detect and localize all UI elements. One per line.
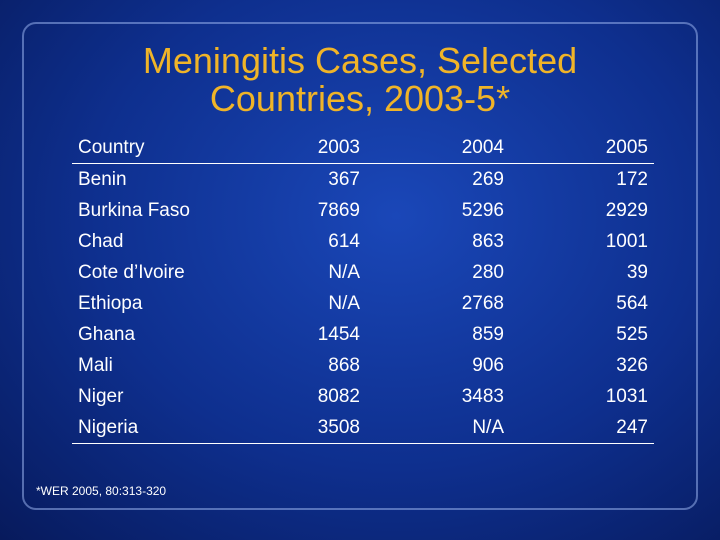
value-cell: 39	[626, 261, 648, 283]
country-cell: Ethiopa	[78, 292, 143, 314]
value-cell: 868	[328, 354, 360, 376]
value-cell: 564	[616, 292, 648, 314]
table-header-row: Country 2003 2004 2005	[72, 133, 654, 164]
slide-title: Meningitis Cases, Selected Countries, 20…	[0, 42, 720, 118]
table-row: Mali 868 906 326	[72, 350, 654, 381]
header-2004: 2004	[360, 133, 504, 164]
value-cell: 1001	[605, 230, 648, 252]
value-cell: 367	[328, 168, 360, 190]
table-row: Ghana 1454 859 525	[72, 319, 654, 350]
country-cell: Benin	[78, 168, 127, 190]
value-cell: 172	[616, 168, 648, 190]
country-cell: Niger	[78, 385, 124, 407]
value-cell: 8082	[317, 385, 360, 407]
header-country: Country	[72, 133, 246, 164]
value-cell: 280	[472, 261, 504, 283]
country-cell: Mali	[78, 354, 113, 376]
value-cell: 906	[472, 354, 504, 376]
header-2003: 2003	[246, 133, 360, 164]
value-cell: 7869	[317, 199, 360, 221]
value-cell: 269	[472, 168, 504, 190]
footnote-citation: *WER 2005, 80:313-320	[36, 484, 167, 498]
title-line-2: Countries, 2003-5*	[209, 78, 511, 119]
cases-table: Country 2003 2004 2005 Benin 367 269 172…	[72, 133, 654, 444]
country-cell: Chad	[78, 230, 124, 252]
table-row: Nigeria 3508 N/A 247	[72, 412, 654, 444]
value-cell: 863	[472, 230, 504, 252]
value-cell: 1454	[317, 323, 360, 345]
value-cell: 5296	[461, 199, 504, 221]
value-cell: 326	[616, 354, 648, 376]
value-cell: 525	[616, 323, 648, 345]
table-row: Ethiopa N/A 2768 564	[72, 288, 654, 319]
value-cell: 859	[472, 323, 504, 345]
value-cell: 3483	[461, 385, 504, 407]
header-2005: 2005	[504, 133, 654, 164]
value-cell: 247	[616, 416, 648, 438]
value-cell: N/A	[328, 261, 360, 283]
country-cell: Nigeria	[78, 416, 139, 438]
country-cell: Ghana	[78, 323, 136, 345]
value-cell: 614	[328, 230, 360, 252]
value-cell: 2768	[461, 292, 504, 314]
table-row: Cote d’Ivoire N/A 280 39	[72, 257, 654, 288]
value-cell: N/A	[472, 416, 504, 438]
country-cell: Burkina Faso	[78, 199, 190, 221]
table-row: Niger 8082 3483 1031	[72, 381, 654, 412]
value-cell: 2929	[605, 199, 648, 221]
table-row: Burkina Faso 7869 5296 2929	[72, 195, 654, 226]
country-cell: Cote d’Ivoire	[78, 261, 185, 283]
value-cell: N/A	[328, 292, 360, 314]
value-cell: 1031	[605, 385, 648, 407]
title-line-1: Meningitis Cases, Selected	[142, 40, 578, 81]
table-row: Chad 614 863 1001	[72, 226, 654, 257]
table-row: Benin 367 269 172	[72, 164, 654, 196]
value-cell: 3508	[317, 416, 360, 438]
slide-frame	[22, 22, 698, 510]
